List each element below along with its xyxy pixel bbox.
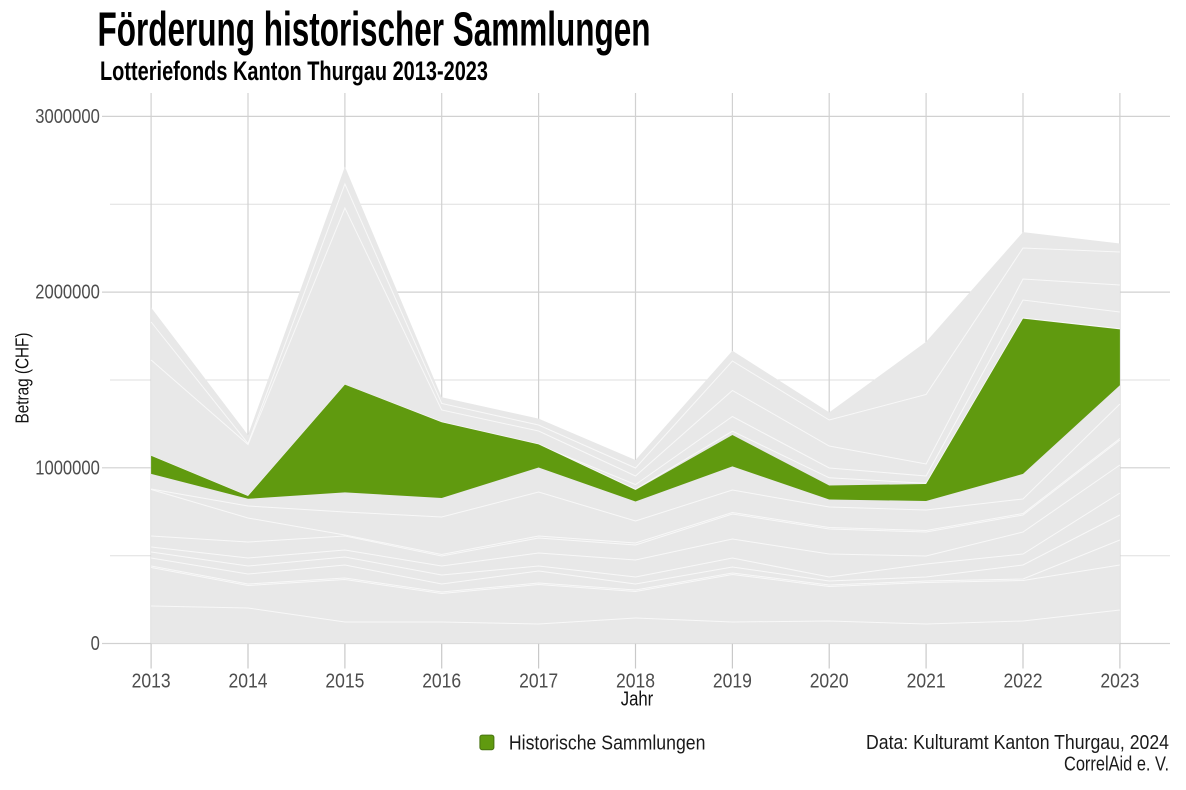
svg-text:2018: 2018 (616, 670, 655, 692)
svg-text:Betrag (CHF): Betrag (CHF) (12, 333, 32, 424)
svg-text:2014: 2014 (229, 670, 268, 692)
svg-text:2013: 2013 (132, 670, 171, 692)
svg-text:2021: 2021 (907, 670, 946, 692)
svg-text:2015: 2015 (325, 670, 364, 692)
svg-text:1000000: 1000000 (35, 457, 100, 479)
svg-text:2017: 2017 (519, 670, 558, 692)
svg-text:Historische Sammlungen: Historische Sammlungen (509, 733, 706, 755)
svg-text:2020: 2020 (810, 670, 849, 692)
svg-text:2000000: 2000000 (35, 282, 100, 304)
svg-text:2022: 2022 (1004, 670, 1043, 692)
svg-text:Data: Kulturamt Kanton Thurgau: Data: Kulturamt Kanton Thurgau, 2024 (866, 732, 1169, 754)
svg-text:2019: 2019 (713, 670, 752, 692)
svg-text:Jahr: Jahr (621, 689, 654, 711)
svg-text:2023: 2023 (1100, 670, 1139, 692)
svg-text:CorrelAid e. V.: CorrelAid e. V. (1064, 753, 1169, 775)
svg-text:3000000: 3000000 (35, 106, 100, 128)
svg-text:Förderung historischer Sammlun: Förderung historischer Sammlungen (98, 3, 651, 57)
svg-text:2016: 2016 (422, 670, 461, 692)
svg-text:0: 0 (91, 633, 100, 655)
svg-text:Lotteriefonds Kanton Thurgau 2: Lotteriefonds Kanton Thurgau 2013-2023 (100, 56, 488, 86)
